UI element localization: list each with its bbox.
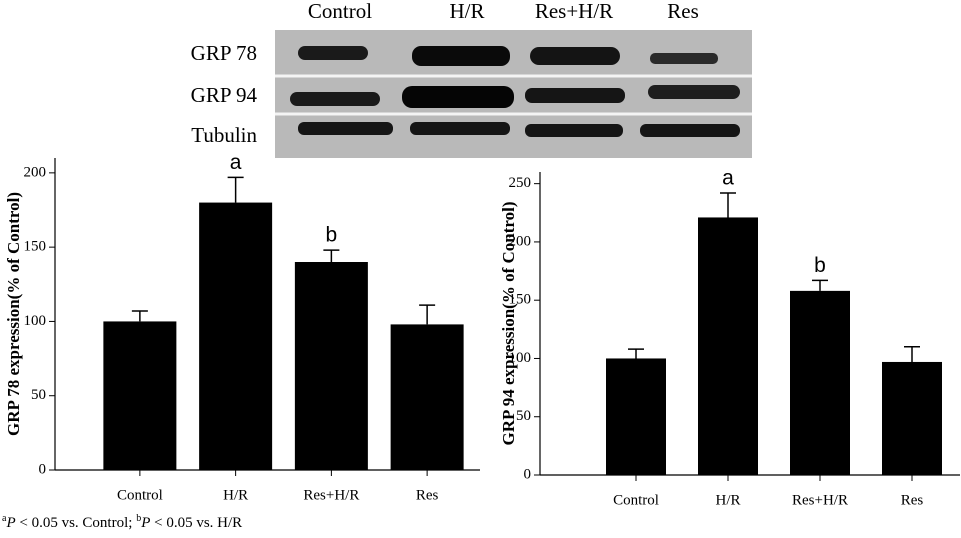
band	[298, 46, 368, 60]
error-bar	[628, 348, 644, 359]
blot-image	[275, 30, 752, 158]
lane-label: Res	[667, 0, 699, 23]
x-tick-label: Res	[416, 487, 439, 503]
band	[290, 92, 380, 106]
lane-label: Control	[308, 0, 372, 23]
footnote-sup: a	[2, 513, 7, 524]
y-tick-label: 250	[509, 175, 532, 191]
y-tick-label: 100	[509, 350, 532, 366]
lane-label: Res+H/R	[535, 0, 613, 23]
y-tick-label: 50	[31, 387, 46, 403]
footnote-text: < 0.05 vs. Control;	[16, 515, 137, 531]
band	[525, 88, 625, 103]
band	[530, 47, 620, 65]
bar	[390, 324, 464, 470]
bar	[294, 262, 368, 470]
y-tick-label: 50	[516, 408, 531, 424]
bar	[698, 217, 758, 475]
bar	[199, 202, 273, 471]
annotation: b	[814, 254, 826, 277]
band	[648, 85, 740, 99]
row-label: GRP 78	[191, 41, 257, 65]
x-tick-label: Res+H/R	[303, 487, 359, 503]
error-bar	[904, 346, 920, 362]
bar	[606, 358, 666, 475]
annotation: a	[230, 151, 242, 174]
x-tick-label: Control	[117, 487, 163, 503]
x-tick-label: H/R	[715, 492, 740, 508]
error-bar	[812, 279, 828, 291]
y-tick-label: 200	[509, 233, 532, 249]
y-tick-label: 0	[524, 466, 532, 482]
y-tick-label: 0	[39, 461, 47, 477]
footnote-text: < 0.05 vs. H/R	[150, 515, 242, 531]
band	[640, 124, 740, 137]
band	[402, 86, 514, 108]
y-tick-label: 150	[509, 292, 532, 308]
y-tick-label: 150	[24, 239, 47, 255]
footnote-italic: P	[5, 515, 15, 531]
error-bar	[419, 304, 436, 325]
lane-label: H/R	[449, 0, 484, 23]
band	[410, 122, 510, 135]
error-bar	[720, 192, 736, 218]
y-axis-label: GRP 78 expression(% of Control)	[4, 192, 23, 436]
row-label: GRP 94	[191, 83, 258, 107]
y-axis-label: GRP 94 expression(% of Control)	[499, 202, 518, 446]
x-tick-label: Control	[613, 492, 659, 508]
bar	[882, 361, 942, 475]
error-bar	[131, 310, 148, 322]
footnote-sup: b	[136, 513, 141, 524]
band	[525, 124, 623, 137]
footnote-italic: P	[140, 515, 150, 531]
band	[412, 46, 510, 66]
band	[650, 53, 718, 64]
annotation: b	[326, 224, 338, 247]
error-bar	[323, 249, 340, 262]
x-tick-label: H/R	[223, 487, 248, 503]
annotation: a	[722, 167, 734, 190]
footnote: aP < 0.05 vs. Control; bP < 0.05 vs. H/R	[2, 513, 242, 531]
y-tick-label: 100	[24, 313, 47, 329]
y-tick-label: 200	[24, 164, 47, 180]
row-label: Tubulin	[191, 123, 257, 147]
bar	[790, 290, 850, 475]
x-tick-label: Res	[901, 492, 924, 508]
error-bar	[227, 176, 244, 203]
band	[298, 122, 393, 135]
x-tick-label: Res+H/R	[792, 492, 848, 508]
bar	[103, 321, 177, 470]
